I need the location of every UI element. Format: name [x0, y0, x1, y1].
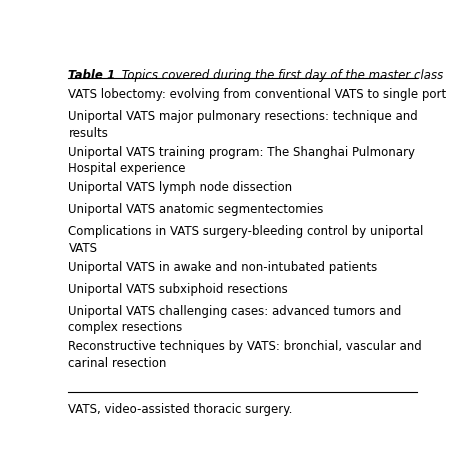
- Text: Reconstructive techniques by VATS: bronchial, vascular and
carinal resection: Reconstructive techniques by VATS: bronc…: [68, 340, 422, 370]
- Text: Table 1: Table 1: [68, 69, 116, 82]
- Text: Uniportal VATS lymph node dissection: Uniportal VATS lymph node dissection: [68, 181, 292, 194]
- Text: VATS lobectomy: evolving from conventional VATS to single port: VATS lobectomy: evolving from convention…: [68, 88, 447, 101]
- Text: VATS, video-assisted thoracic surgery.: VATS, video-assisted thoracic surgery.: [68, 404, 293, 416]
- Text: Complications in VATS surgery-bleeding control by uniportal
VATS: Complications in VATS surgery-bleeding c…: [68, 225, 424, 255]
- Text: Uniportal VATS training program: The Shanghai Pulmonary
Hospital experience: Uniportal VATS training program: The Sha…: [68, 146, 415, 175]
- Text: Uniportal VATS in awake and non-intubated patients: Uniportal VATS in awake and non-intubate…: [68, 261, 378, 274]
- Text: Uniportal VATS anatomic segmentectomies: Uniportal VATS anatomic segmentectomies: [68, 203, 324, 217]
- Text: Topics covered during the first day of the master class: Topics covered during the first day of t…: [118, 69, 443, 82]
- Text: Uniportal VATS major pulmonary resections: technique and
results: Uniportal VATS major pulmonary resection…: [68, 110, 418, 140]
- Text: Uniportal VATS subxiphoid resections: Uniportal VATS subxiphoid resections: [68, 283, 288, 296]
- Text: Uniportal VATS challenging cases: advanced tumors and
complex resections: Uniportal VATS challenging cases: advanc…: [68, 305, 402, 334]
